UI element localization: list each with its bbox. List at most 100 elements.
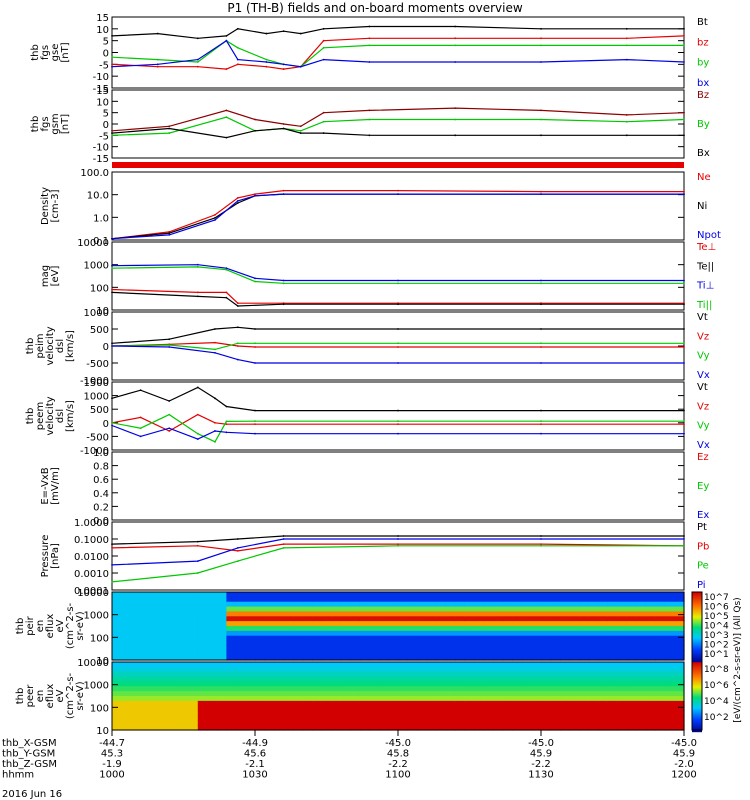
y-axis-label: Density[cm-3] [40,187,61,225]
spectrogram-cell [226,635,237,642]
spectrogram-cell [159,655,170,661]
spectrogram-cell [588,715,599,721]
colorbar-cell [692,680,702,682]
spectrogram-cell [321,705,332,712]
spectrogram-cell [226,705,237,712]
data-point [368,61,371,63]
spectrogram-cell [264,621,275,627]
spectrogram-cell [550,606,561,613]
spectrogram-cell [121,700,132,707]
y-axis-label-line: en [35,620,46,633]
panel-frame [111,451,685,521]
spectrogram-cell [464,621,475,627]
data-point [397,362,399,364]
spectrogram-cell [331,662,342,668]
spectrogram-cell [331,655,342,661]
series-peem-velocity-Vt [111,386,684,412]
spectrogram-cell [121,710,132,717]
spectrogram-cell [226,710,237,717]
series-fgs-gse-bx [111,39,685,68]
spectrogram-cell [521,705,533,712]
spectrogram-cell [140,696,151,702]
spectrogram-cell [598,640,609,647]
spectrogram-cell [197,630,208,637]
spectrogram-cell [283,626,294,632]
spectrogram-cell [560,650,571,656]
spectrogram-cell [483,650,494,656]
colorbar-cell [692,668,702,670]
data-point [225,267,228,270]
data-point [368,109,371,112]
spectrogram-cell [598,705,609,712]
spectrogram-cell [483,662,494,668]
colorbar-cell [692,632,702,634]
data-point [397,544,399,547]
spectrogram-cell [255,691,266,697]
spectrogram-cell [521,596,533,603]
spectrogram-cell [235,596,247,603]
spectrogram-cell [569,696,580,702]
data-point [111,288,113,291]
spectrogram-cell [636,725,647,731]
spectrogram-cell [369,626,380,632]
colorbar-cell [692,643,702,645]
spectrogram-cell [264,606,275,613]
spectrogram-cell [607,676,618,683]
spectrogram-cell [140,626,151,632]
spectrogram-cell [245,616,256,622]
y-tick-label: 10 [96,656,109,667]
data-point [156,63,159,66]
data-point [397,193,399,196]
spectrogram-cell [264,616,275,622]
spectrogram-cell [417,645,428,651]
spectrogram-cell [455,645,466,651]
spectrogram-cell [588,710,599,717]
colorbar-cell [692,718,702,720]
legend-pressure-2: Pe [697,561,709,572]
series-fgs-gsm-Bx [111,127,684,139]
spectrogram-cell [178,666,189,673]
spectrogram-cell [426,650,437,656]
spectrogram-cell [178,630,189,637]
data-point [625,120,628,123]
spectrogram-cell [512,592,523,598]
spectrogram-cell [150,616,161,622]
spectrogram-cell [398,596,409,603]
spectrogram-cell [464,655,475,661]
data-point [254,409,256,412]
spectrogram-cell [331,725,342,731]
spectrogram-cell [255,596,266,603]
spectrogram-cell [560,645,571,651]
spectrogram-cell [378,611,390,617]
spectrogram-cell [197,681,208,687]
data-point [254,346,256,348]
spectrogram-cell [312,676,323,683]
spectrogram-cell [312,696,323,702]
data-point [214,440,216,443]
spectrogram-cell [655,725,666,731]
colorbar-cell [692,612,702,614]
legend-pressure-1: Pb [697,541,709,552]
data-point [299,132,302,134]
spectrogram-cell [674,601,685,608]
spectrogram-cell [169,606,180,613]
spectrogram-cell [674,635,685,642]
spectrogram-cell [264,640,275,647]
data-point [196,560,199,563]
colorbar-cell [692,613,702,615]
colorbar-cell [692,689,702,691]
spectrogram-cell [331,601,342,608]
y-axis-label-line: fgs [40,45,51,60]
spectrogram-cell [455,671,466,678]
spectrogram-cell [483,681,494,687]
spectrogram-cell [617,611,628,617]
spectrogram-cell [197,676,208,683]
spectrogram-cell [531,720,542,726]
spectrogram-cell [274,655,285,661]
spectrogram-cell [407,720,418,726]
x-row-value: -45.0 [385,738,411,749]
colorbar-cell [692,651,702,653]
colorbar-cell [692,714,702,716]
data-point [168,233,171,236]
data-point [236,538,239,540]
